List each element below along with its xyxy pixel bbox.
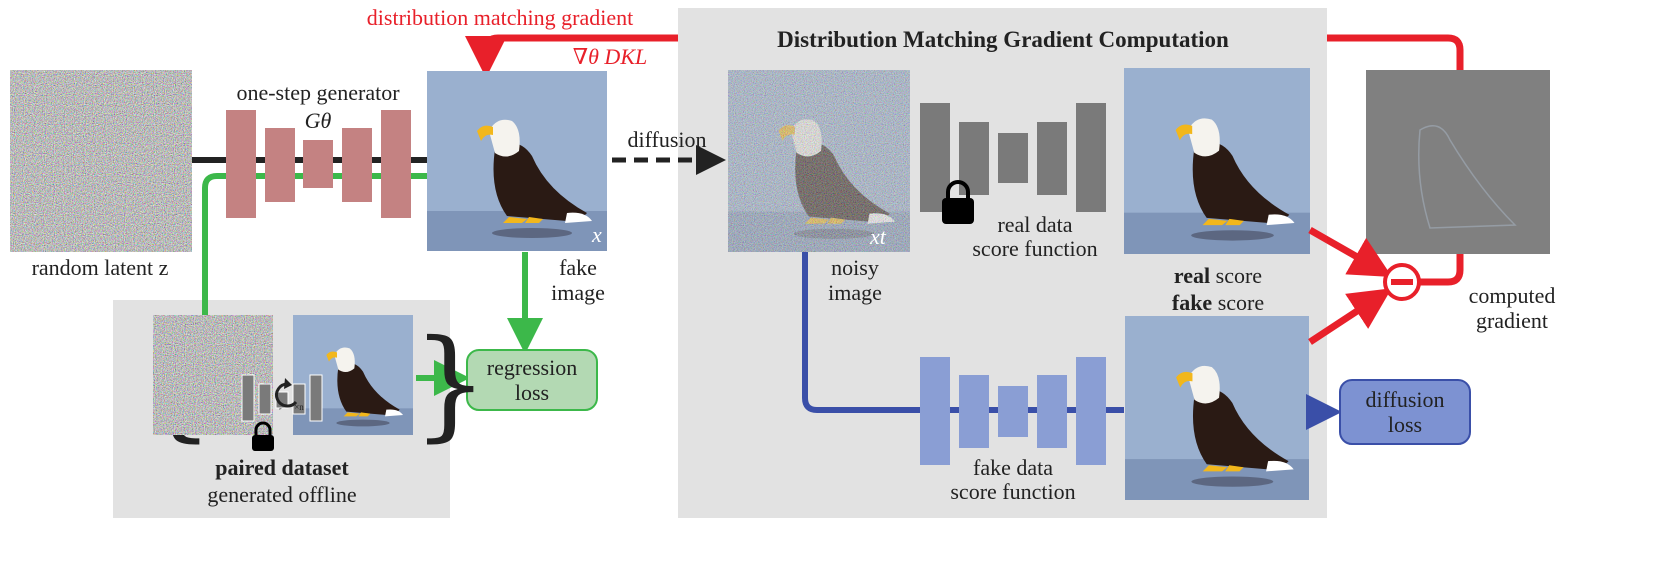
- random-latent-label: random latent z: [32, 255, 169, 280]
- diffusion-loss-label-2: loss: [1388, 412, 1422, 437]
- fake-image-var: x: [591, 222, 602, 247]
- dmg-panel-title: Distribution Matching Gradient Computati…: [777, 27, 1229, 52]
- diffusion-loss-box: [1339, 379, 1471, 445]
- fake-score-image: [1125, 316, 1309, 500]
- fake-image: [427, 71, 607, 251]
- random-latent-image: [10, 70, 192, 252]
- fake-fn-label-2: score function: [950, 479, 1075, 504]
- generator-symbol: Gθ: [305, 108, 332, 133]
- generated-offline-label: generated offline: [207, 482, 356, 507]
- fake-image-label-1: fake: [559, 255, 597, 280]
- real-score-to-minus-arrow: [1308, 226, 1393, 277]
- real-score-lock-icon: [942, 180, 974, 224]
- paired-noise-image: [153, 315, 273, 435]
- dmg-label: distribution matching gradient: [367, 5, 633, 30]
- computed-gradient-label-1: computed: [1469, 283, 1556, 308]
- fake-score-bold: fake: [1172, 290, 1213, 315]
- fake-image-label-2: image: [551, 280, 605, 305]
- real-score-rest: score: [1210, 263, 1262, 288]
- paired-dataset-label: paired dataset: [215, 455, 349, 480]
- repeat-icon: ×n: [275, 378, 304, 412]
- dmg-arrow: [465, 34, 678, 78]
- noisy-to-fake-net-line: [802, 252, 1124, 413]
- minus-icon: [1383, 263, 1421, 301]
- noisy-image-label-1: noisy: [831, 255, 879, 280]
- computed-gradient-image: [1366, 70, 1550, 254]
- fake-score-network: [920, 357, 1106, 465]
- repeat-count: ×n: [294, 402, 304, 412]
- gradient-feedback-line: [1327, 34, 1464, 70]
- teacher-network-icon: [241, 374, 323, 422]
- fake-fn-label-1: fake data: [973, 455, 1053, 480]
- noisy-image-noise: [728, 70, 910, 252]
- one-step-generator: [226, 110, 411, 218]
- minus-to-gradient-line: [1420, 254, 1464, 286]
- lock-icon: [252, 421, 274, 451]
- computed-gradient-label-2: gradient: [1476, 308, 1548, 333]
- diffusion-loss-label-1: diffusion: [1365, 387, 1444, 412]
- fake-score-label: fake score: [1172, 290, 1264, 315]
- regression-loss-box: [466, 349, 598, 411]
- generator-title: one-step generator: [236, 80, 400, 105]
- dmg-formula: ∇θ DKL: [573, 44, 647, 69]
- fake-score-to-minus-arrow: [1308, 288, 1392, 345]
- real-score-bold: real: [1174, 263, 1210, 288]
- paired-noise-line: [202, 173, 427, 315]
- diffusion-label: diffusion: [627, 127, 706, 152]
- noisy-image-label-2: image: [828, 280, 882, 305]
- real-score-image: [1124, 68, 1310, 254]
- real-score-label: real score: [1174, 263, 1262, 288]
- regression-loss-label-1: regression: [487, 355, 577, 380]
- right-brace: }: [412, 315, 488, 454]
- regression-loss-label-2: loss: [515, 380, 549, 405]
- noisy-image-var: xt: [869, 224, 887, 249]
- fake-score-rest: score: [1212, 290, 1264, 315]
- real-score-network: [920, 103, 1106, 212]
- real-fn-label-1: real data: [997, 212, 1072, 237]
- real-fn-label-2: score function: [972, 236, 1097, 261]
